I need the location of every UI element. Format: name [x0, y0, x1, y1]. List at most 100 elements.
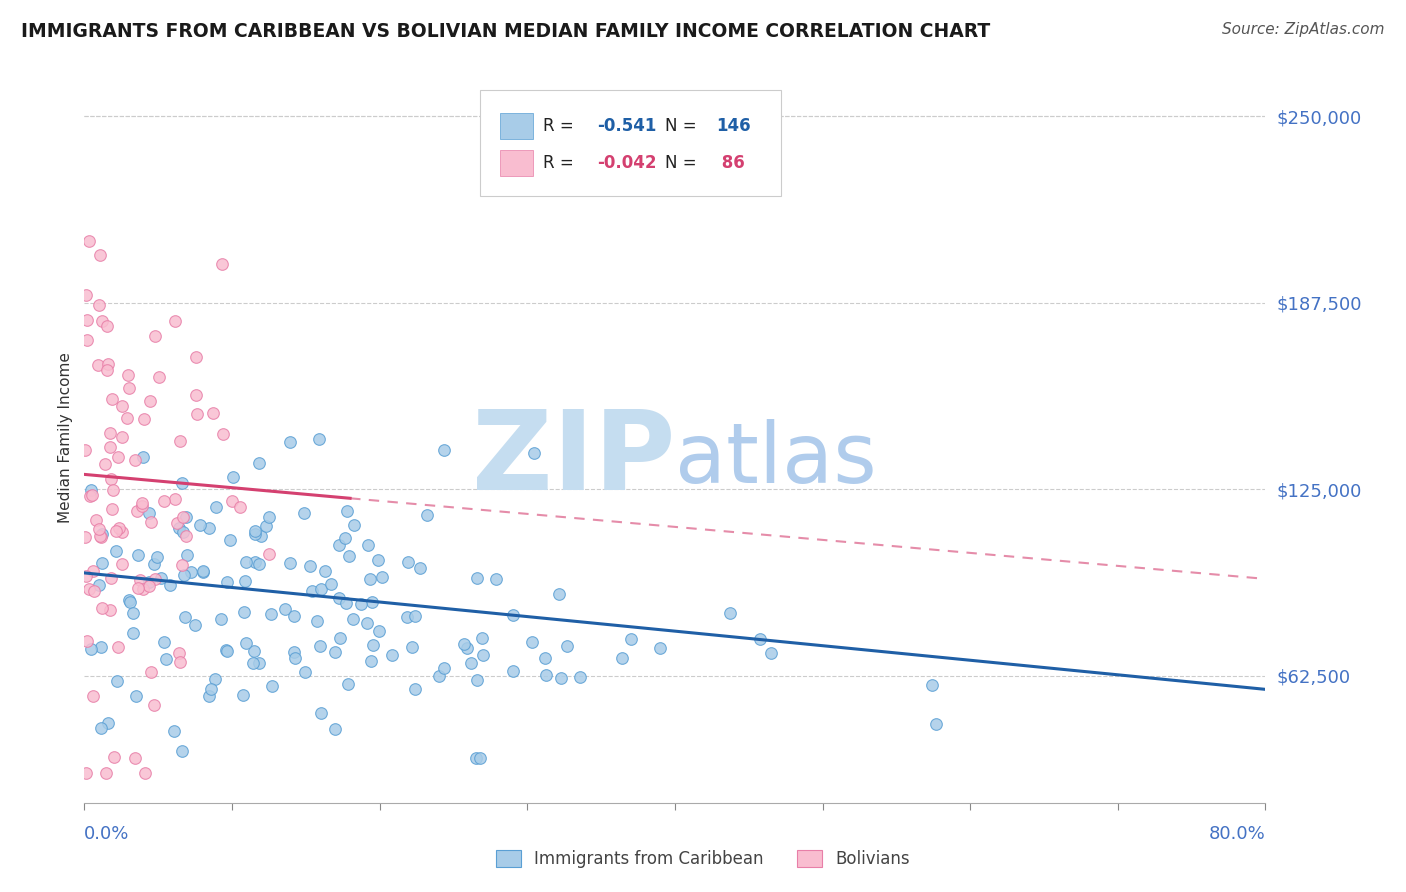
Point: [104, 544, 127, 558]
Point: [98, 425, 121, 440]
Point: [921, 678, 943, 692]
Point: [278, 556, 301, 570]
Point: [146, 549, 169, 564]
Text: 80.0%: 80.0%: [1209, 824, 1265, 843]
Point: [83, 583, 105, 598]
Point: [105, 674, 128, 689]
Point: [167, 646, 190, 660]
Point: [82, 565, 104, 579]
Point: [309, 706, 332, 721]
Point: [80, 488, 103, 502]
Text: 146: 146: [716, 117, 751, 136]
Point: [202, 406, 225, 420]
Point: [301, 584, 323, 599]
Point: [170, 744, 193, 758]
Point: [90, 530, 112, 544]
Point: [94, 766, 117, 780]
Point: [211, 426, 233, 441]
Point: [170, 558, 193, 573]
Point: [139, 394, 162, 409]
Point: [416, 508, 439, 522]
Point: [396, 610, 419, 624]
Point: [333, 532, 356, 546]
Point: [294, 506, 316, 520]
Point: [142, 557, 165, 571]
Point: [80, 483, 103, 498]
Point: [260, 607, 283, 622]
Point: [283, 608, 305, 623]
Point: [221, 469, 243, 483]
Point: [159, 578, 181, 592]
Point: [87, 298, 110, 312]
Point: [204, 673, 226, 687]
Point: [173, 568, 195, 582]
Point: [200, 682, 222, 697]
Point: [520, 634, 543, 648]
Point: [371, 570, 394, 584]
Point: [84, 513, 107, 527]
Point: [198, 690, 221, 704]
Point: [328, 538, 350, 552]
Point: [247, 456, 270, 470]
Point: [328, 591, 350, 605]
Text: R =: R =: [543, 153, 579, 172]
Point: [111, 525, 134, 540]
Point: [131, 496, 153, 510]
Legend: Immigrants from Caribbean, Bolivians: Immigrants from Caribbean, Bolivians: [489, 843, 917, 875]
Point: [76, 312, 98, 326]
Point: [150, 571, 173, 585]
Point: [349, 597, 371, 611]
Point: [107, 450, 129, 464]
Text: ZIP: ZIP: [471, 406, 675, 513]
Point: [610, 651, 633, 665]
Point: [87, 358, 110, 372]
Point: [294, 665, 316, 679]
Point: [367, 553, 389, 567]
Point: [127, 582, 149, 596]
Point: [100, 571, 122, 585]
Point: [198, 521, 221, 535]
Point: [247, 557, 270, 571]
Point: [131, 582, 153, 596]
Point: [648, 640, 671, 655]
Point: [75, 569, 97, 583]
Point: [319, 576, 342, 591]
Point: [547, 587, 569, 601]
Point: [94, 457, 117, 471]
Point: [396, 555, 419, 569]
Point: [184, 350, 207, 364]
Point: [433, 661, 456, 675]
Point: [314, 564, 336, 578]
Point: [138, 574, 160, 589]
Point: [243, 555, 266, 569]
Point: [534, 667, 557, 681]
Point: [117, 410, 139, 425]
Point: [309, 582, 332, 596]
Point: [229, 500, 252, 514]
Point: [174, 610, 197, 624]
Point: [235, 636, 257, 650]
Point: [186, 388, 208, 402]
Point: [218, 533, 240, 548]
Point: [468, 751, 491, 765]
Point: [75, 766, 97, 780]
Point: [361, 639, 384, 653]
Point: [89, 248, 111, 262]
Point: [456, 640, 478, 655]
Point: [249, 529, 271, 543]
Text: atlas: atlas: [675, 418, 876, 500]
Point: [502, 607, 524, 622]
Point: [360, 654, 382, 668]
Point: [163, 313, 186, 327]
Point: [169, 434, 191, 449]
Point: [278, 434, 301, 449]
Point: [110, 430, 132, 444]
Point: [101, 392, 124, 406]
Point: [359, 572, 381, 586]
Point: [120, 595, 142, 609]
Point: [134, 412, 156, 426]
FancyBboxPatch shape: [501, 150, 533, 176]
FancyBboxPatch shape: [501, 113, 533, 139]
Point: [91, 314, 114, 328]
Point: [122, 607, 145, 621]
